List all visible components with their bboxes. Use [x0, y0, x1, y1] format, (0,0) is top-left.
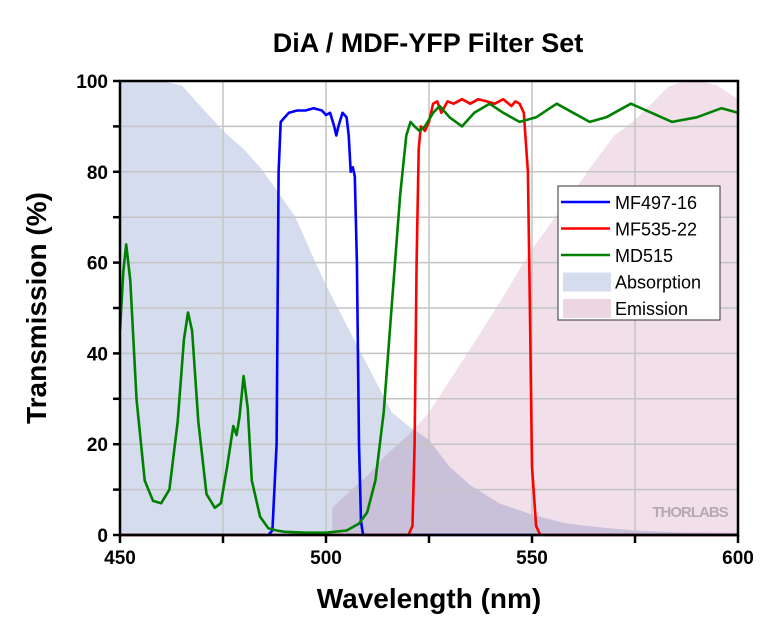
- series-lines: [118, 97, 739, 537]
- legend-label-mf497-16: MF497-16: [615, 193, 697, 213]
- y-axis-label: Transmission (%): [21, 192, 52, 424]
- mf535-22-line: [120, 97, 738, 537]
- x-tick-label: 450: [104, 548, 136, 569]
- y-tick-label: 100: [76, 72, 108, 93]
- x-tick-label: 500: [310, 548, 342, 569]
- legend-label-md515: MD515: [615, 246, 673, 266]
- legend-swatch-absorption: [563, 272, 611, 292]
- legend-label-absorption: Absorption: [615, 273, 701, 293]
- legend-swatch-emission: [563, 299, 611, 318]
- y-tick-label: 0: [97, 526, 108, 547]
- x-tick-label: 600: [722, 548, 754, 569]
- legend-label-mf535-22: MF535-22: [615, 220, 697, 240]
- absorption-area: [120, 81, 738, 535]
- axis-ticks: 450 500 550 600 0 20 40 60 80 100: [76, 72, 754, 569]
- x-axis-label: Wavelength (nm): [317, 583, 542, 614]
- y-tick-label: 40: [87, 344, 108, 365]
- y-tick-label: 60: [87, 254, 108, 275]
- y-tick-label: 80: [87, 163, 108, 184]
- mf497-16-line: [120, 106, 738, 537]
- legend: MF497-16 MF535-22 MD515 Absorption Emission: [557, 185, 721, 321]
- legend-label-emission: Emission: [615, 299, 688, 319]
- y-tick-label: 20: [87, 435, 108, 456]
- x-tick-label: 550: [516, 548, 548, 569]
- watermark-thorlabs: THORLABS: [652, 504, 728, 521]
- chart-title: DiA / MDF-YFP Filter Set: [273, 28, 584, 58]
- md515-line: [118, 102, 739, 535]
